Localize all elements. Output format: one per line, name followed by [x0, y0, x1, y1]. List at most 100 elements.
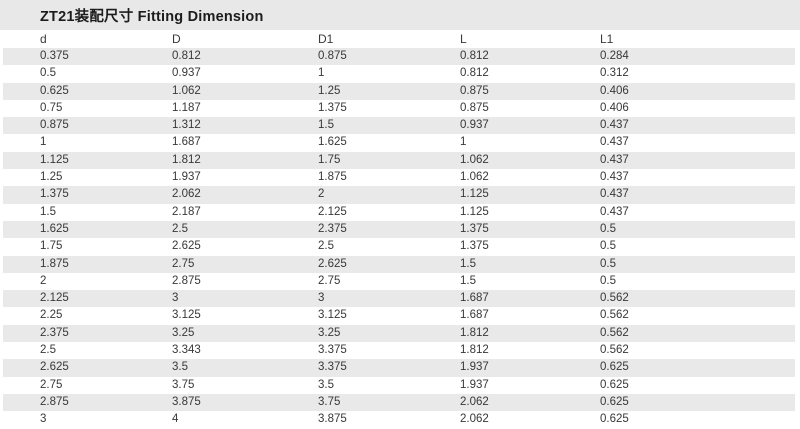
table-row: 0.875 1.312 1.5 0.937 0.437	[3, 117, 795, 135]
table-cell: 1.5	[318, 119, 334, 132]
table-cell: 0.437	[600, 119, 629, 132]
table-row: 0.375 0.812 0.875 0.812 0.284	[3, 48, 795, 66]
table-cell: 0.562	[600, 309, 629, 322]
table-cell: 3	[40, 413, 47, 426]
table-cell: 2.75	[318, 274, 341, 287]
table-cell: 1.375	[318, 101, 347, 114]
table-cell: 2	[318, 188, 325, 201]
table-cell: 3.75	[318, 395, 341, 408]
table-cell: 1.75	[318, 153, 341, 166]
column-header-L: L	[460, 32, 467, 46]
table-cell: 1.062	[460, 153, 489, 166]
title-band: ZT21装配尺寸 Fitting Dimension	[0, 0, 800, 30]
table-cell: 0.437	[600, 188, 629, 201]
table-row: 1.25 1.937 1.875 1.062 0.437	[3, 169, 795, 187]
table-cell: 2.5	[40, 344, 56, 357]
table-cell: 0.5	[40, 67, 56, 80]
table-cell: 1.812	[172, 153, 201, 166]
table-cell: 2.125	[318, 205, 347, 218]
table-cell: 2.375	[318, 222, 347, 235]
table-cell: 0.812	[460, 67, 489, 80]
table-cell: 1.187	[172, 101, 201, 114]
table-cell: 1.75	[40, 240, 63, 253]
table-cell: 1.125	[460, 188, 489, 201]
table-cell: 3	[318, 292, 325, 305]
table-cell: 0.5	[600, 222, 616, 235]
table-cell: 1.875	[40, 257, 69, 270]
table-row: 0.75 1.187 1.375 0.875 0.406	[3, 99, 795, 118]
table-cell: 2.625	[172, 240, 201, 253]
table-cell: 4	[172, 413, 179, 426]
table-cell: 0.875	[460, 101, 489, 114]
table-cell: 0.562	[600, 344, 629, 357]
page-title: ZT21装配尺寸 Fitting Dimension	[40, 8, 264, 25]
table-cell: 2.5	[172, 222, 188, 235]
table-cell: 1.25	[40, 171, 63, 184]
table-cell: 1.625	[40, 222, 69, 235]
column-header-D: D	[172, 32, 181, 46]
table-cell: 0.406	[600, 84, 629, 97]
table-row: 2.375 3.25 3.25 1.812 0.562	[3, 324, 795, 343]
table-cell: 1.25	[318, 84, 341, 97]
table-cell: 1.625	[318, 136, 347, 149]
table-cell: 0.562	[600, 326, 629, 339]
table-cell: 1.375	[40, 188, 69, 201]
table-cell: 3.343	[172, 344, 201, 357]
table-cell: 3.125	[318, 309, 347, 322]
table-cell: 2.187	[172, 205, 201, 218]
table-row: 2 2.875 2.75 1.5 0.5	[3, 272, 795, 291]
table-cell: 0.437	[600, 153, 629, 166]
table-cell: 0.625	[40, 84, 69, 97]
table-cell: 1.5	[460, 257, 476, 270]
table-cell: 2.5	[318, 240, 334, 253]
table-cell: 1.125	[460, 205, 489, 218]
table-cell: 0.312	[600, 67, 629, 80]
table-row: 0.5 0.937 1 0.812 0.312	[3, 65, 795, 83]
table-cell: 0.625	[600, 395, 629, 408]
table-row: 1.375 2.062 2 1.125 0.437	[3, 186, 795, 204]
table-cell: 0.875	[40, 119, 69, 132]
table-row: 1.125 1.812 1.75 1.062 0.437	[3, 151, 795, 170]
table-cell: 1.312	[172, 119, 201, 132]
table-cell: 0.812	[172, 50, 201, 62]
table-cell: 3.75	[172, 378, 195, 391]
table-cell: 0.625	[600, 413, 629, 426]
table-cell: 0.625	[600, 361, 629, 374]
table-cell: 2.625	[318, 257, 347, 270]
table-row: 2.625 3.5 3.375 1.937 0.625	[3, 359, 795, 377]
table-row: 1.5 2.187 2.125 1.125 0.437	[3, 203, 795, 221]
table-row: 3 4 3.875 2.062 0.625	[3, 411, 795, 429]
table-row: 0.625 1.062 1.25 0.875 0.406	[3, 82, 795, 100]
table-cell: 0.437	[600, 205, 629, 218]
column-header-d: d	[40, 32, 47, 46]
column-header-L1: L1	[600, 32, 614, 46]
table-cell: 0.937	[460, 119, 489, 132]
table-cell: 1	[318, 67, 325, 80]
table-cell: 0.437	[600, 136, 629, 149]
table-cell: 3.125	[172, 309, 201, 322]
table-header-row: d D D1 L L1	[3, 30, 795, 48]
table-cell: 2.062	[460, 413, 489, 426]
table-row: 1.875 2.75 2.625 1.5 0.5	[3, 255, 795, 273]
table-row: 1.75 2.625 2.5 1.375 0.5	[3, 238, 795, 256]
table-cell: 3.875	[172, 395, 201, 408]
table-cell: 1.812	[460, 326, 489, 339]
table-cell: 2.062	[172, 188, 201, 201]
table-cell: 0.937	[172, 67, 201, 80]
table-row: 1.625 2.5 2.375 1.375 0.5	[3, 220, 795, 239]
table-cell: 1.687	[460, 292, 489, 305]
table-cell: 0.375	[40, 50, 69, 62]
table-cell: 2.25	[40, 309, 63, 322]
table-cell: 3.25	[172, 326, 195, 339]
table-cell: 2.125	[40, 292, 69, 305]
table-cell: 3.375	[318, 361, 347, 374]
table-cell: 2.75	[172, 257, 195, 270]
table-cell: 0.812	[460, 50, 489, 62]
table-cell: 0.5	[600, 240, 616, 253]
table-cell: 1.937	[460, 378, 489, 391]
table-cell: 1.687	[460, 309, 489, 322]
table-cell: 1.5	[40, 205, 56, 218]
table-cell: 3	[172, 292, 179, 305]
table-row: 2.25 3.125 3.125 1.687 0.562	[3, 307, 795, 325]
